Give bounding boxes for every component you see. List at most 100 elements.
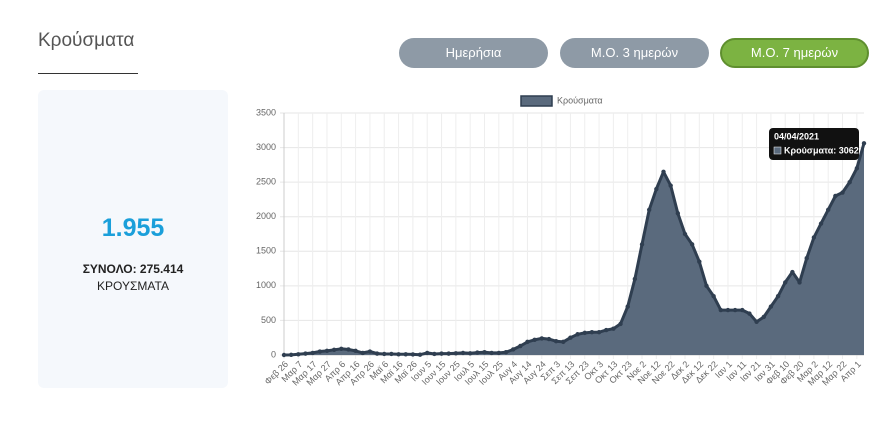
point — [675, 211, 681, 216]
point — [446, 351, 451, 356]
point — [324, 348, 330, 354]
point — [489, 350, 494, 356]
point — [482, 350, 487, 355]
point — [467, 351, 473, 356]
tooltip-box — [769, 128, 859, 160]
unit: ΚΡΟΥΣΜΑΤΑ — [97, 279, 169, 293]
point — [561, 339, 566, 345]
point — [410, 352, 416, 357]
range-button[interactable]: Μ.Ο. 3 ημερών — [560, 38, 709, 68]
point — [689, 242, 695, 247]
point — [718, 307, 723, 313]
section-title: Κρούσματα — [38, 30, 135, 51]
y-tick-label: 0 — [271, 349, 276, 359]
point — [654, 186, 659, 192]
point — [725, 307, 731, 313]
point — [682, 231, 688, 237]
point — [389, 351, 394, 357]
point — [475, 350, 480, 355]
area — [284, 143, 864, 355]
point — [288, 352, 294, 358]
point — [374, 351, 380, 356]
legend-label: Κρούσματα — [557, 95, 603, 105]
point — [840, 190, 845, 195]
y-tick-label: 1500 — [256, 246, 276, 256]
point — [303, 351, 308, 356]
point — [317, 349, 323, 354]
point — [510, 347, 516, 352]
point — [331, 347, 337, 353]
point — [747, 311, 752, 316]
tooltip: 04/04/2021 Κρούσματα: 3062 — [769, 128, 859, 160]
point — [532, 337, 537, 342]
tooltip-label: Κρούσματα: 3062 — [784, 145, 859, 155]
point — [697, 259, 702, 264]
point — [396, 352, 401, 357]
point — [618, 321, 623, 327]
point — [403, 352, 408, 357]
point — [790, 269, 795, 275]
point — [496, 350, 502, 356]
point — [417, 352, 423, 357]
tooltip-swatch — [773, 146, 782, 155]
point — [546, 336, 552, 342]
point — [503, 350, 509, 355]
point — [439, 351, 444, 356]
point — [854, 166, 860, 171]
point — [847, 179, 852, 185]
point — [768, 304, 774, 309]
summary-card: 1.955 ΣΥΝΟΛΟ: 275.414 ΚΡΟΥΣΜΑΤΑ — [38, 90, 228, 388]
tooltip-date: 04/04/2021 — [774, 131, 819, 141]
point — [425, 350, 430, 356]
point — [783, 280, 788, 285]
line — [283, 142, 866, 357]
point — [460, 350, 466, 356]
point — [661, 169, 666, 174]
daily-value: 1.955 — [101, 214, 165, 242]
point — [518, 343, 523, 349]
point — [625, 304, 630, 309]
point — [668, 183, 673, 188]
point — [360, 350, 365, 356]
range-button[interactable]: Ημερήσια — [399, 38, 548, 68]
y-tick-label: 3500 — [256, 107, 276, 117]
point — [704, 283, 709, 289]
point — [797, 280, 802, 285]
point — [339, 346, 344, 351]
point — [804, 256, 809, 261]
point — [353, 348, 358, 354]
point — [811, 235, 817, 240]
point — [525, 339, 530, 345]
point — [825, 207, 831, 212]
point — [833, 193, 838, 199]
point — [539, 336, 544, 341]
y-tick-label: 2500 — [256, 177, 276, 187]
y-tick-label: 3000 — [256, 142, 276, 152]
y-tick-label: 2000 — [256, 211, 276, 221]
point — [818, 221, 824, 226]
point — [861, 141, 867, 146]
y-tick-label: 1000 — [256, 280, 276, 290]
range-button[interactable]: Μ.Ο. 7 ημερών — [720, 38, 869, 68]
total: ΣΥΝΟΛΟ: 275.414 — [82, 262, 184, 276]
point — [575, 332, 580, 337]
point — [639, 242, 645, 247]
point — [611, 326, 616, 331]
point — [711, 294, 716, 299]
point — [646, 207, 652, 212]
point — [296, 352, 301, 357]
point — [632, 276, 638, 282]
point — [453, 351, 459, 356]
point — [589, 329, 595, 335]
title-underline — [38, 73, 138, 74]
point — [568, 335, 573, 340]
point — [754, 319, 759, 325]
point — [604, 327, 609, 333]
point — [281, 352, 287, 358]
point — [761, 314, 766, 320]
point — [582, 330, 587, 336]
point — [553, 338, 559, 344]
point — [432, 351, 437, 357]
